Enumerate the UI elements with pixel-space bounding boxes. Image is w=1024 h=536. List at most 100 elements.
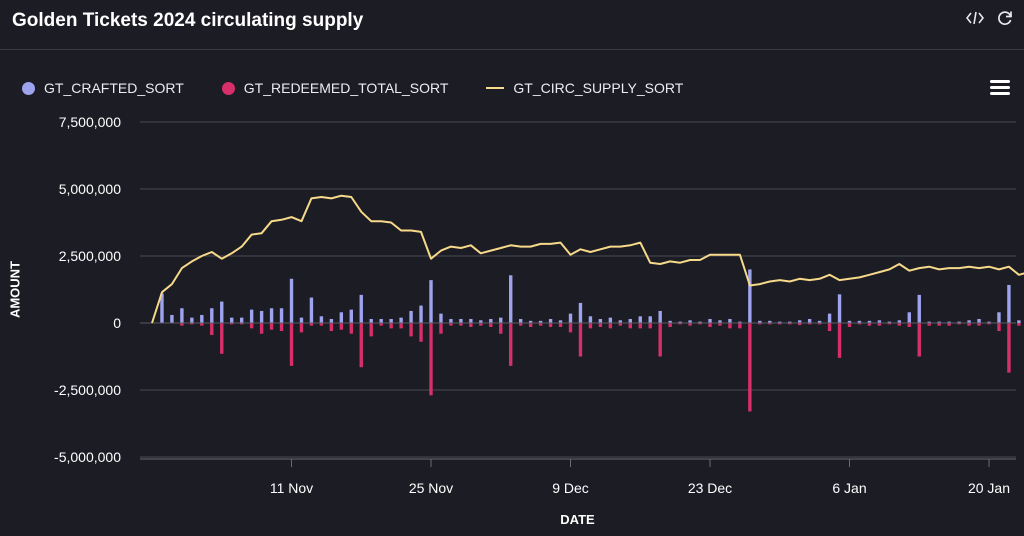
legend-label-supply: GT_CIRC_SUPPLY_SORT [513, 80, 684, 96]
bar-crafted [309, 297, 314, 323]
bar-crafted [568, 313, 573, 323]
bar-redeemed [967, 323, 971, 326]
bar-crafted [997, 312, 1001, 323]
bar-crafted [668, 320, 672, 323]
bar-redeemed [698, 323, 702, 325]
bar-crafted [857, 320, 862, 323]
bar-redeemed [479, 323, 483, 326]
bar-crafted [269, 308, 274, 323]
bar-redeemed [409, 323, 413, 337]
bar-redeemed [210, 323, 214, 336]
bar-redeemed [648, 323, 652, 329]
bar-redeemed [897, 323, 902, 326]
bar-crafted [648, 316, 652, 323]
bar-crafted [518, 318, 523, 323]
bar-crafted [867, 320, 872, 323]
bar-crafted [578, 302, 583, 323]
bar-redeemed [399, 323, 403, 329]
bar-crafted [279, 308, 284, 323]
legend-marker-supply [486, 87, 505, 89]
bar-crafted [558, 320, 563, 323]
bar-crafted [977, 318, 981, 323]
bar-redeemed [419, 323, 423, 342]
code-icon[interactable] [964, 9, 986, 31]
bar-crafted [359, 294, 363, 323]
bar-crafted [439, 313, 443, 323]
bar-redeemed [329, 323, 334, 332]
y-axis-title: AMOUNT [7, 260, 23, 319]
bar-crafted [937, 321, 941, 323]
bar-crafted [628, 318, 632, 323]
bar-crafted [847, 320, 852, 323]
menu-icon[interactable] [990, 80, 1010, 96]
bar-redeemed [180, 323, 184, 326]
bar-redeemed [558, 323, 563, 328]
bar-redeemed [718, 323, 722, 326]
bar-crafted [688, 320, 692, 323]
bar-crafted [897, 320, 902, 323]
bar-crafted [489, 318, 493, 323]
bar-redeemed [449, 323, 453, 326]
bar-crafted [479, 320, 483, 323]
bar-redeemed [319, 323, 324, 326]
legend-item-crafted[interactable]: GT_CRAFTED_SORT [22, 80, 184, 96]
bar-crafted [608, 317, 613, 323]
bar-redeemed [200, 323, 204, 326]
bar-redeemed [867, 323, 872, 326]
legend-item-supply[interactable]: GT_CIRC_SUPPLY_SORT [486, 80, 683, 96]
bar-crafted [957, 321, 961, 323]
bar-crafted [379, 318, 383, 323]
x-tick-label: 9 Dec [552, 480, 589, 496]
bar-redeemed [837, 323, 842, 358]
x-tick-label: 11 Nov [270, 480, 313, 496]
bar-crafted [548, 318, 553, 323]
bar-redeemed [817, 323, 822, 325]
legend-label-crafted: GT_CRAFTED_SORT [44, 80, 184, 96]
bar-crafted [220, 301, 224, 323]
y-tick-label: 2,500,000 [59, 248, 121, 264]
bar-redeemed [778, 323, 782, 325]
bar-crafted [738, 321, 742, 323]
chart-legend: GT_CRAFTED_SORT GT_REDEEMED_TOTAL_SORT G… [22, 78, 721, 98]
bar-redeemed [997, 323, 1001, 332]
bar-crafted [728, 318, 732, 323]
bar-redeemed [748, 323, 752, 412]
bar-crafted [538, 320, 543, 323]
bar-crafted [160, 293, 164, 323]
bar-redeemed [877, 323, 882, 326]
bar-redeemed [389, 323, 393, 329]
bar-crafted [658, 310, 662, 323]
bar-crafted [598, 318, 603, 323]
y-tick-label: 0 [113, 315, 121, 331]
legend-marker-crafted [22, 81, 35, 95]
chart-plot: 7,500,000 5,000,000 2,500,000 0 -2,500,000 -5… [54, 114, 1024, 496]
legend-item-redeemed[interactable]: GT_REDEEMED_TOTAL_SORT [221, 80, 449, 96]
bar-crafted [638, 316, 642, 323]
x-tick-label: 23 Dec [688, 480, 732, 496]
bar-redeemed [738, 323, 742, 329]
bar-crafted [748, 269, 752, 323]
bar-redeemed [788, 323, 792, 325]
bar-redeemed [578, 323, 583, 357]
bar-redeemed [289, 323, 294, 366]
bar-redeemed [1017, 323, 1021, 326]
chart-header: Golden Tickets 2024 circulating supply [0, 0, 1024, 50]
legend-marker-redeemed [221, 81, 235, 95]
bar-redeemed [977, 323, 981, 326]
bar-redeemed [768, 323, 772, 325]
bar-redeemed [688, 323, 692, 326]
bar-crafted [399, 317, 403, 323]
refresh-icon[interactable] [994, 9, 1016, 31]
bar-crafted [289, 278, 294, 323]
bar-redeemed [857, 323, 862, 325]
bar-redeemed [827, 323, 832, 332]
legend-label-redeemed: GT_REDEEMED_TOTAL_SORT [243, 80, 449, 96]
x-tick-label: 20 Jan [968, 480, 1010, 496]
bar-crafted [200, 314, 204, 323]
bar-crafted [708, 318, 712, 323]
bar-crafted [778, 321, 782, 323]
bar-redeemed [628, 323, 632, 329]
bar-redeemed [518, 323, 523, 326]
bar-redeemed [568, 323, 573, 333]
bar-crafted [967, 320, 971, 323]
